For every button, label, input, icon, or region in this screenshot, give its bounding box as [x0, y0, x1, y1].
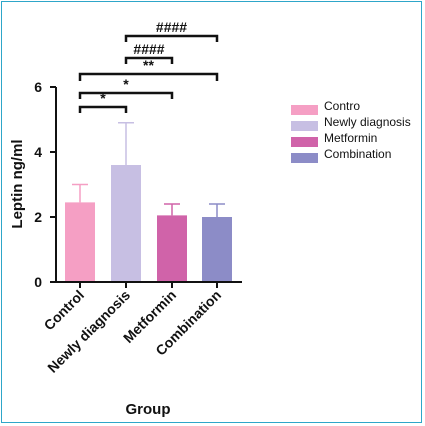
significance-bracket [78, 105, 128, 113]
significance-bracket [78, 91, 174, 99]
axes [55, 87, 242, 283]
x-axis-label: Group [126, 401, 171, 418]
bar [157, 215, 187, 282]
legend-swatch [291, 137, 318, 147]
legend: Contro Newly diagnosis Metformin Combinatio… [291, 99, 411, 163]
y-ticks: 0 2 4 6 [34, 79, 56, 290]
significance-bracket [124, 56, 174, 64]
y-axis-label: Leptin ng/ml [9, 139, 26, 228]
x-tick-label: Newly diagnosis [44, 287, 133, 376]
y-tick-label: 0 [34, 274, 42, 290]
y-tick-label: 6 [34, 79, 42, 95]
x-tick-label: Control [41, 287, 88, 334]
significance-brackets: ****######## [78, 19, 219, 113]
significance-label: #### [133, 41, 164, 57]
y-tick-label: 4 [34, 144, 42, 160]
significance-bracket [124, 34, 219, 42]
bar [65, 202, 95, 282]
significance-label: ** [143, 57, 154, 73]
bar [111, 165, 141, 282]
y-tick-label: 2 [34, 209, 42, 225]
significance-bracket [78, 72, 219, 81]
legend-label: Metformin [324, 131, 377, 145]
legend-swatch [291, 153, 318, 163]
bar [202, 217, 232, 282]
significance-label: #### [156, 19, 187, 35]
significance-label: * [100, 90, 106, 106]
legend-label: Newly diagnosis [324, 115, 411, 129]
legend-swatch [291, 121, 318, 131]
legend-label: Contro [324, 99, 360, 113]
legend-swatch [291, 105, 318, 115]
bars [65, 122, 232, 282]
legend-label: Combination [324, 147, 391, 161]
significance-label: * [123, 76, 129, 92]
